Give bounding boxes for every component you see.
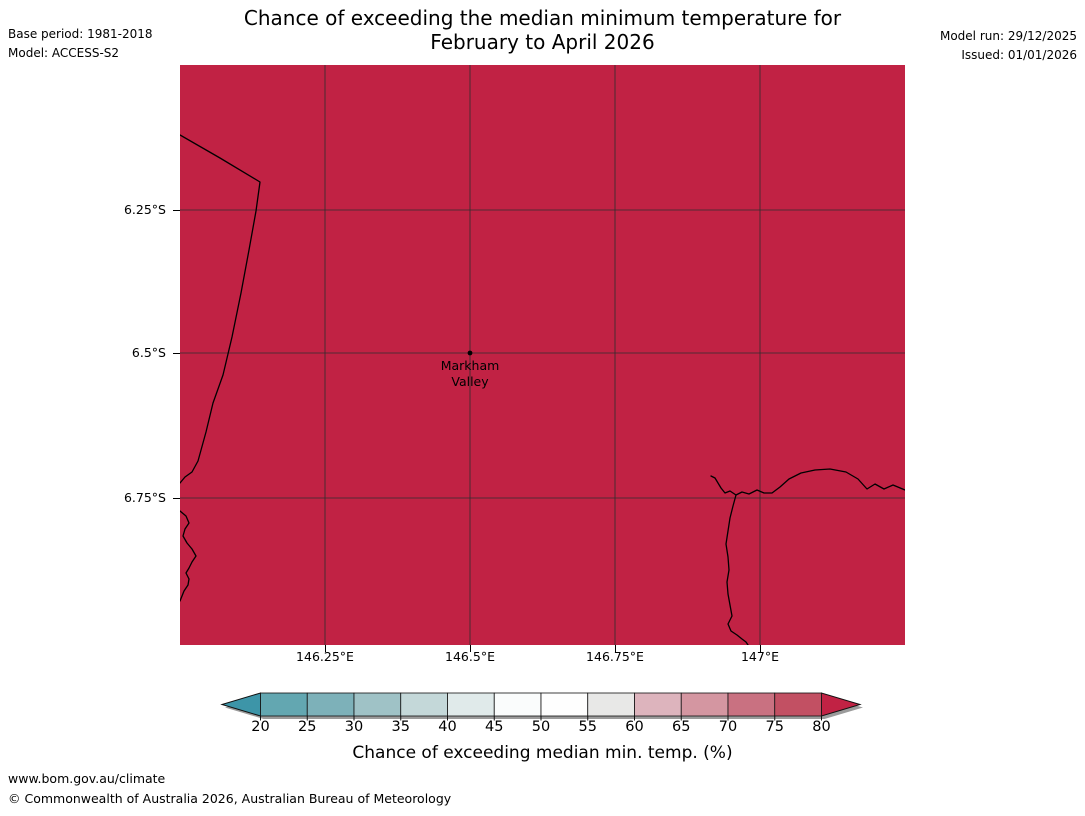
colorbar-segment <box>447 692 495 717</box>
colorbar-tick-label: 60 <box>625 719 644 735</box>
page-title: Chance of exceeding the median minimum t… <box>0 6 1085 54</box>
axis-tick-left <box>173 498 180 499</box>
colorbar-tick-label: 20 <box>251 719 270 735</box>
axis-tick-bottom <box>470 645 471 652</box>
marker-label-line-2: Valley <box>451 373 489 389</box>
map-overlay-svg <box>180 65 905 645</box>
colorbar-segment <box>634 692 682 717</box>
colorbar-tick-label: 25 <box>298 719 317 735</box>
colorbar-segment <box>353 692 402 717</box>
axis-tick-bottom <box>615 645 616 652</box>
colorbar-tick-labels: 20 25 30 35 40 45 50 55 60 65 70 75 80 <box>0 719 1085 739</box>
base-period-text: Base period: 1981-2018 <box>8 27 153 41</box>
model-run-text: Model run: 29/12/2025 <box>939 29 1077 43</box>
colorbar-tick-label: 80 <box>812 719 831 735</box>
gridlines <box>180 65 905 645</box>
colorbar-tick-label: 50 <box>531 719 551 735</box>
colorbar-tick-label: 55 <box>578 719 597 735</box>
colorbar-segment <box>587 692 635 717</box>
colorbar-segment <box>260 692 308 717</box>
colorbar-tick-label: 75 <box>765 719 784 735</box>
colorbar-segment <box>493 692 542 717</box>
lat-label-6-75s: 6.75°S <box>123 490 166 505</box>
colorbar-tick-label: 45 <box>485 719 504 735</box>
colorbar-left-arrow <box>220 692 261 717</box>
title-line-1: Chance of exceeding the median minimum t… <box>243 6 842 30</box>
footer-copyright: © Commonwealth of Australia 2026, Austra… <box>8 791 452 806</box>
colorbar-tick-label: 40 <box>438 719 457 735</box>
run-info-block: Model run: 29/12/2025 Issued: 01/01/2026 <box>940 27 1077 65</box>
axis-tick-left <box>173 210 180 211</box>
location-marker-label: Markham Valley <box>400 358 540 389</box>
axis-tick-bottom <box>760 645 761 652</box>
colorbar-tick-label: 65 <box>672 719 691 735</box>
lon-label-147e: 147°E <box>740 649 779 664</box>
location-marker-dot <box>467 350 473 356</box>
marker-label-line-1: Markham <box>440 358 500 373</box>
lon-label-146-75e: 146.75°E <box>586 649 644 664</box>
colorbar-label: Chance of exceeding median min. temp. (%… <box>352 743 733 763</box>
colorbar-tick-label: 70 <box>718 719 738 735</box>
lat-label-6-25s: 6.25°S <box>123 202 166 217</box>
colorbar-tick-label: 35 <box>391 719 410 735</box>
lon-label-146-5e: 146.5°E <box>445 649 495 664</box>
colorbar-segment <box>540 692 589 717</box>
colorbar-segment <box>774 692 822 717</box>
lon-label-146-25e: 146.25°E <box>296 649 354 664</box>
model-text: Model: ACCESS-S2 <box>8 46 120 60</box>
coastline <box>180 134 905 645</box>
colorbar-segment <box>400 692 448 717</box>
title-line-2: February to April 2026 <box>430 30 655 54</box>
colorbar-segment <box>306 692 355 717</box>
colorbar-segment <box>680 692 729 717</box>
model-info-block: Base period: 1981-2018 Model: ACCESS-S2 <box>8 25 153 63</box>
axis-tick-bottom <box>325 645 326 652</box>
colorbar-segment <box>727 692 776 717</box>
forecast-map: Markham Valley <box>180 65 905 645</box>
colorbar <box>220 692 863 721</box>
colorbar-tick-label: 30 <box>344 719 364 735</box>
footer-url: www.bom.gov.au/climate <box>8 771 166 786</box>
issued-text: Issued: 01/01/2026 <box>961 48 1077 62</box>
lat-label-6-5s: 6.5°S <box>131 345 166 360</box>
axis-tick-left <box>173 353 180 354</box>
